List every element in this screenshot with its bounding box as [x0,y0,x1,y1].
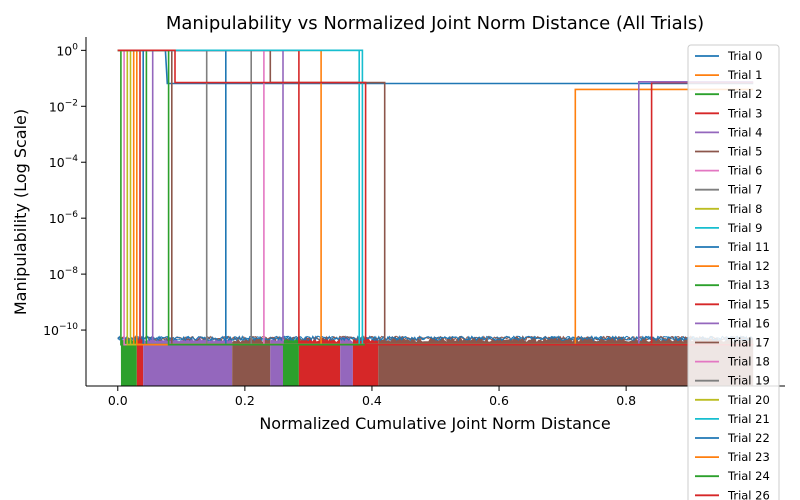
fill-region-3 [232,337,271,386]
series-line-10 [117,49,754,346]
series-line-8 [117,49,754,346]
legend-label-7: Trial 7 [727,183,762,197]
series-line-20 [117,49,754,346]
x-axis-label: Normalized Cumulative Joint Norm Distanc… [259,414,610,433]
legend-label-17: Trial 19 [727,374,770,388]
fill-region-5 [282,336,299,386]
series-line-0 [117,49,754,85]
legend-label-19: Trial 21 [727,412,770,426]
y-tick-label-1: 10−2 [49,98,78,114]
series-line-5 [117,49,754,346]
legend-label-10: Trial 11 [727,240,770,254]
series-line-12 [117,49,754,346]
series-line-21 [117,49,754,346]
fill-region-4 [270,336,283,386]
y-tick-label-0: 100 [56,42,78,58]
fill-region-6 [298,336,341,386]
series-line-23 [117,49,754,346]
legend-label-18: Trial 20 [727,393,770,407]
legend-box [687,44,780,500]
series-line-16 [117,49,754,346]
legend-label-14: Trial 16 [727,316,770,330]
chart-title: Manipulability vs Normalized Joint Norm … [166,13,704,34]
series-line-19 [117,49,754,346]
series-line-3 [117,49,754,346]
legend-label-4: Trial 4 [727,125,762,139]
legend-label-13: Trial 15 [727,297,770,311]
noise-floor-trace-2 [117,335,753,342]
x-tick-label-0: 0.0 [108,393,128,408]
plot-content [117,49,754,386]
series-line-1 [117,49,754,346]
y-tick-label-4: 10−8 [49,266,78,282]
fill-region-7 [340,336,353,386]
legend-label-3: Trial 3 [727,106,762,120]
fill-region-0 [120,336,137,386]
series-line-15 [117,49,754,346]
legend-label-20: Trial 22 [727,431,770,445]
legend-label-12: Trial 13 [727,278,770,292]
y-tick-label-5: 10−10 [43,322,78,338]
legend-label-0: Trial 0 [727,49,762,63]
x-tick-label-2: 0.4 [362,393,382,408]
legend-label-15: Trial 17 [727,336,770,350]
series-line-6 [117,49,754,346]
series-line-22 [117,49,754,346]
series-line-17 [117,49,754,346]
fill-region-8 [352,336,379,386]
x-tick-label-4: 0.8 [616,393,636,408]
legend-label-1: Trial 1 [727,68,762,82]
legend-label-6: Trial 6 [727,164,762,178]
series-line-14 [117,49,754,346]
series-line-2 [117,49,754,346]
y-tick-label-3: 10−6 [49,210,78,226]
legend-label-5: Trial 5 [727,145,762,159]
series-line-13 [117,49,754,346]
x-tick-label-1: 0.2 [235,393,255,408]
legend-label-16: Trial 18 [727,355,770,369]
legend-label-2: Trial 2 [727,87,762,101]
legend-label-8: Trial 8 [727,202,762,216]
legend-label-21: Trial 23 [727,450,770,464]
series-line-4 [117,49,754,346]
series-line-9 [117,49,754,346]
x-tick-label-3: 0.6 [489,393,509,408]
legend-label-11: Trial 12 [727,259,770,273]
legend-label-9: Trial 9 [727,221,762,235]
series-line-11 [117,49,754,346]
y-axis-label: Manipulability (Log Scale) [11,109,30,315]
fill-region-1 [136,337,144,386]
legend-label-22: Trial 24 [727,469,770,483]
series-line-18 [117,49,754,346]
y-tick-label-2: 10−4 [49,154,78,170]
series-line-7 [117,49,754,346]
fill-region-9 [378,336,754,386]
legend-label-23: Trial 26 [727,488,770,500]
fill-region-2 [143,336,233,386]
